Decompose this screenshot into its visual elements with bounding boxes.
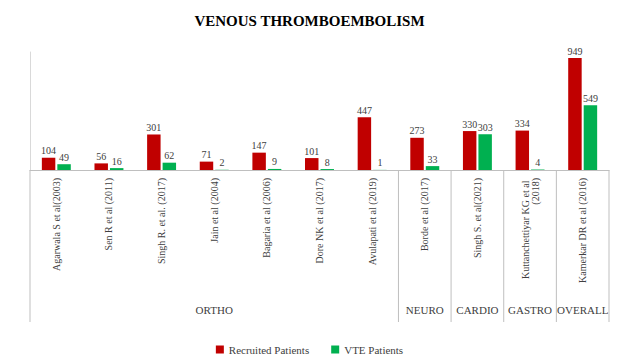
svg-text:49: 49 — [59, 152, 69, 163]
svg-text:(2018): (2018) — [530, 178, 542, 205]
svg-text:Agarwala S et al(2003): Agarwala S et al(2003) — [51, 178, 63, 271]
svg-text:4: 4 — [535, 157, 540, 168]
svg-text:71: 71 — [201, 149, 211, 160]
svg-text:56: 56 — [96, 151, 106, 162]
svg-text:Borde et al (2017): Borde et al (2017) — [419, 178, 431, 251]
svg-text:VTE Patients: VTE Patients — [344, 344, 403, 356]
svg-text:330: 330 — [462, 119, 477, 130]
svg-text:Singh S. et al(2021): Singh S. et al(2021) — [472, 178, 484, 258]
svg-text:33: 33 — [428, 154, 438, 165]
svg-text:949: 949 — [567, 46, 582, 57]
svg-text:334: 334 — [515, 118, 530, 129]
svg-text:OVERALL: OVERALL — [557, 304, 609, 316]
svg-text:62: 62 — [164, 150, 174, 161]
svg-text:CARDIO: CARDIO — [456, 304, 498, 316]
svg-text:Avulapati et al (2019): Avulapati et al (2019) — [367, 178, 379, 265]
svg-text:549: 549 — [583, 93, 598, 104]
svg-text:447: 447 — [357, 105, 372, 116]
svg-text:Kuttanchettiyar KG et al: Kuttanchettiyar KG et al — [519, 178, 531, 280]
svg-text:9: 9 — [272, 156, 277, 167]
svg-text:1: 1 — [377, 157, 382, 168]
svg-text:NEURO: NEURO — [406, 304, 444, 316]
svg-text:16: 16 — [112, 156, 122, 167]
svg-text:Jain et al (2004): Jain et al (2004) — [209, 178, 221, 243]
svg-text:303: 303 — [478, 122, 493, 133]
svg-text:104: 104 — [41, 145, 56, 156]
svg-text:Bagaria et al (2006): Bagaria et al (2006) — [261, 178, 273, 258]
svg-text:Singh R. et al. (2017): Singh R. et al. (2017) — [156, 178, 168, 264]
svg-text:147: 147 — [252, 140, 267, 151]
svg-text:GASTRO: GASTRO — [508, 304, 552, 316]
svg-text:101: 101 — [304, 146, 319, 157]
svg-text:2: 2 — [219, 157, 224, 168]
svg-text:Kamerkar DR et al (2016): Kamerkar DR et al (2016) — [577, 178, 589, 283]
svg-text:8: 8 — [325, 157, 330, 168]
svg-text:301: 301 — [146, 122, 161, 133]
svg-text:Dore NK et al (2017): Dore NK et al (2017) — [314, 178, 326, 264]
svg-text:VENOUS THROMBOEMBOLISM: VENOUS THROMBOEMBOLISM — [194, 13, 424, 29]
svg-text:273: 273 — [410, 125, 425, 136]
svg-text:Sen R et al (2011): Sen R et al (2011) — [103, 178, 115, 250]
svg-text:Recruited Patients: Recruited Patients — [229, 344, 309, 356]
svg-text:ORTHO: ORTHO — [196, 304, 233, 316]
